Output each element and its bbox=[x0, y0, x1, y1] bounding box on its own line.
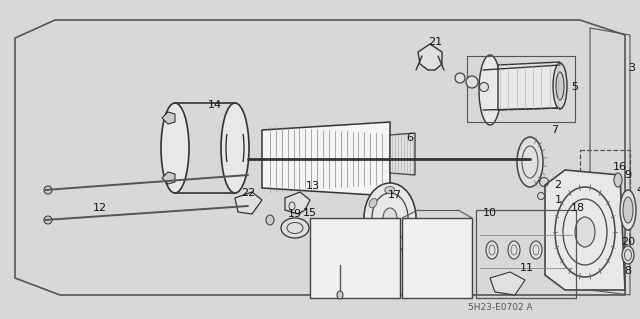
Ellipse shape bbox=[508, 241, 520, 259]
Ellipse shape bbox=[479, 83, 488, 92]
Polygon shape bbox=[545, 170, 625, 290]
Bar bbox=[580, 150, 630, 260]
Bar bbox=[310, 218, 400, 298]
Polygon shape bbox=[235, 192, 262, 214]
Ellipse shape bbox=[530, 241, 542, 259]
Text: 8: 8 bbox=[625, 266, 632, 276]
Text: 18: 18 bbox=[571, 203, 585, 213]
Ellipse shape bbox=[620, 190, 636, 230]
Polygon shape bbox=[162, 112, 175, 124]
Text: 3: 3 bbox=[628, 63, 636, 73]
Text: 9: 9 bbox=[625, 170, 632, 180]
Text: 10: 10 bbox=[483, 208, 497, 218]
Ellipse shape bbox=[337, 291, 343, 299]
Text: 2: 2 bbox=[554, 180, 561, 190]
Ellipse shape bbox=[404, 227, 412, 236]
Ellipse shape bbox=[517, 137, 543, 187]
Ellipse shape bbox=[161, 103, 189, 193]
Ellipse shape bbox=[364, 183, 416, 253]
Ellipse shape bbox=[553, 63, 567, 109]
Ellipse shape bbox=[486, 241, 498, 259]
Ellipse shape bbox=[575, 217, 595, 247]
Polygon shape bbox=[418, 44, 442, 70]
Text: 20: 20 bbox=[621, 237, 635, 247]
Polygon shape bbox=[285, 192, 310, 214]
Text: 5H23-E0702 A: 5H23-E0702 A bbox=[468, 303, 532, 313]
Text: 6: 6 bbox=[406, 133, 413, 143]
Bar bbox=[476, 210, 576, 298]
Ellipse shape bbox=[44, 216, 52, 224]
Text: 21: 21 bbox=[428, 37, 442, 47]
Text: 19: 19 bbox=[288, 209, 302, 219]
Ellipse shape bbox=[466, 76, 478, 88]
Text: 16: 16 bbox=[613, 162, 627, 172]
Ellipse shape bbox=[221, 103, 249, 193]
Ellipse shape bbox=[385, 187, 395, 194]
Ellipse shape bbox=[281, 218, 309, 238]
Bar bbox=[402, 218, 472, 298]
Text: 4: 4 bbox=[636, 185, 640, 195]
Bar bbox=[467, 56, 575, 122]
Ellipse shape bbox=[556, 72, 564, 100]
Text: 17: 17 bbox=[388, 190, 402, 200]
Ellipse shape bbox=[479, 55, 501, 125]
Text: 12: 12 bbox=[93, 203, 107, 213]
Text: 11: 11 bbox=[520, 263, 534, 273]
Text: 22: 22 bbox=[241, 188, 255, 198]
Text: 13: 13 bbox=[306, 181, 320, 191]
Ellipse shape bbox=[622, 246, 634, 264]
Text: 15: 15 bbox=[303, 208, 317, 218]
Ellipse shape bbox=[383, 208, 397, 228]
Text: 5: 5 bbox=[572, 82, 579, 92]
Ellipse shape bbox=[369, 198, 377, 208]
Polygon shape bbox=[390, 133, 415, 175]
Ellipse shape bbox=[387, 242, 396, 249]
Polygon shape bbox=[498, 62, 560, 110]
Text: 1: 1 bbox=[554, 195, 561, 205]
Ellipse shape bbox=[614, 173, 622, 187]
Polygon shape bbox=[490, 272, 525, 295]
Ellipse shape bbox=[455, 73, 465, 83]
Text: 14: 14 bbox=[208, 100, 222, 110]
Text: 7: 7 bbox=[552, 125, 559, 135]
Ellipse shape bbox=[623, 197, 633, 223]
Polygon shape bbox=[262, 122, 390, 196]
Polygon shape bbox=[162, 172, 175, 184]
Ellipse shape bbox=[44, 186, 52, 194]
Ellipse shape bbox=[266, 215, 274, 225]
